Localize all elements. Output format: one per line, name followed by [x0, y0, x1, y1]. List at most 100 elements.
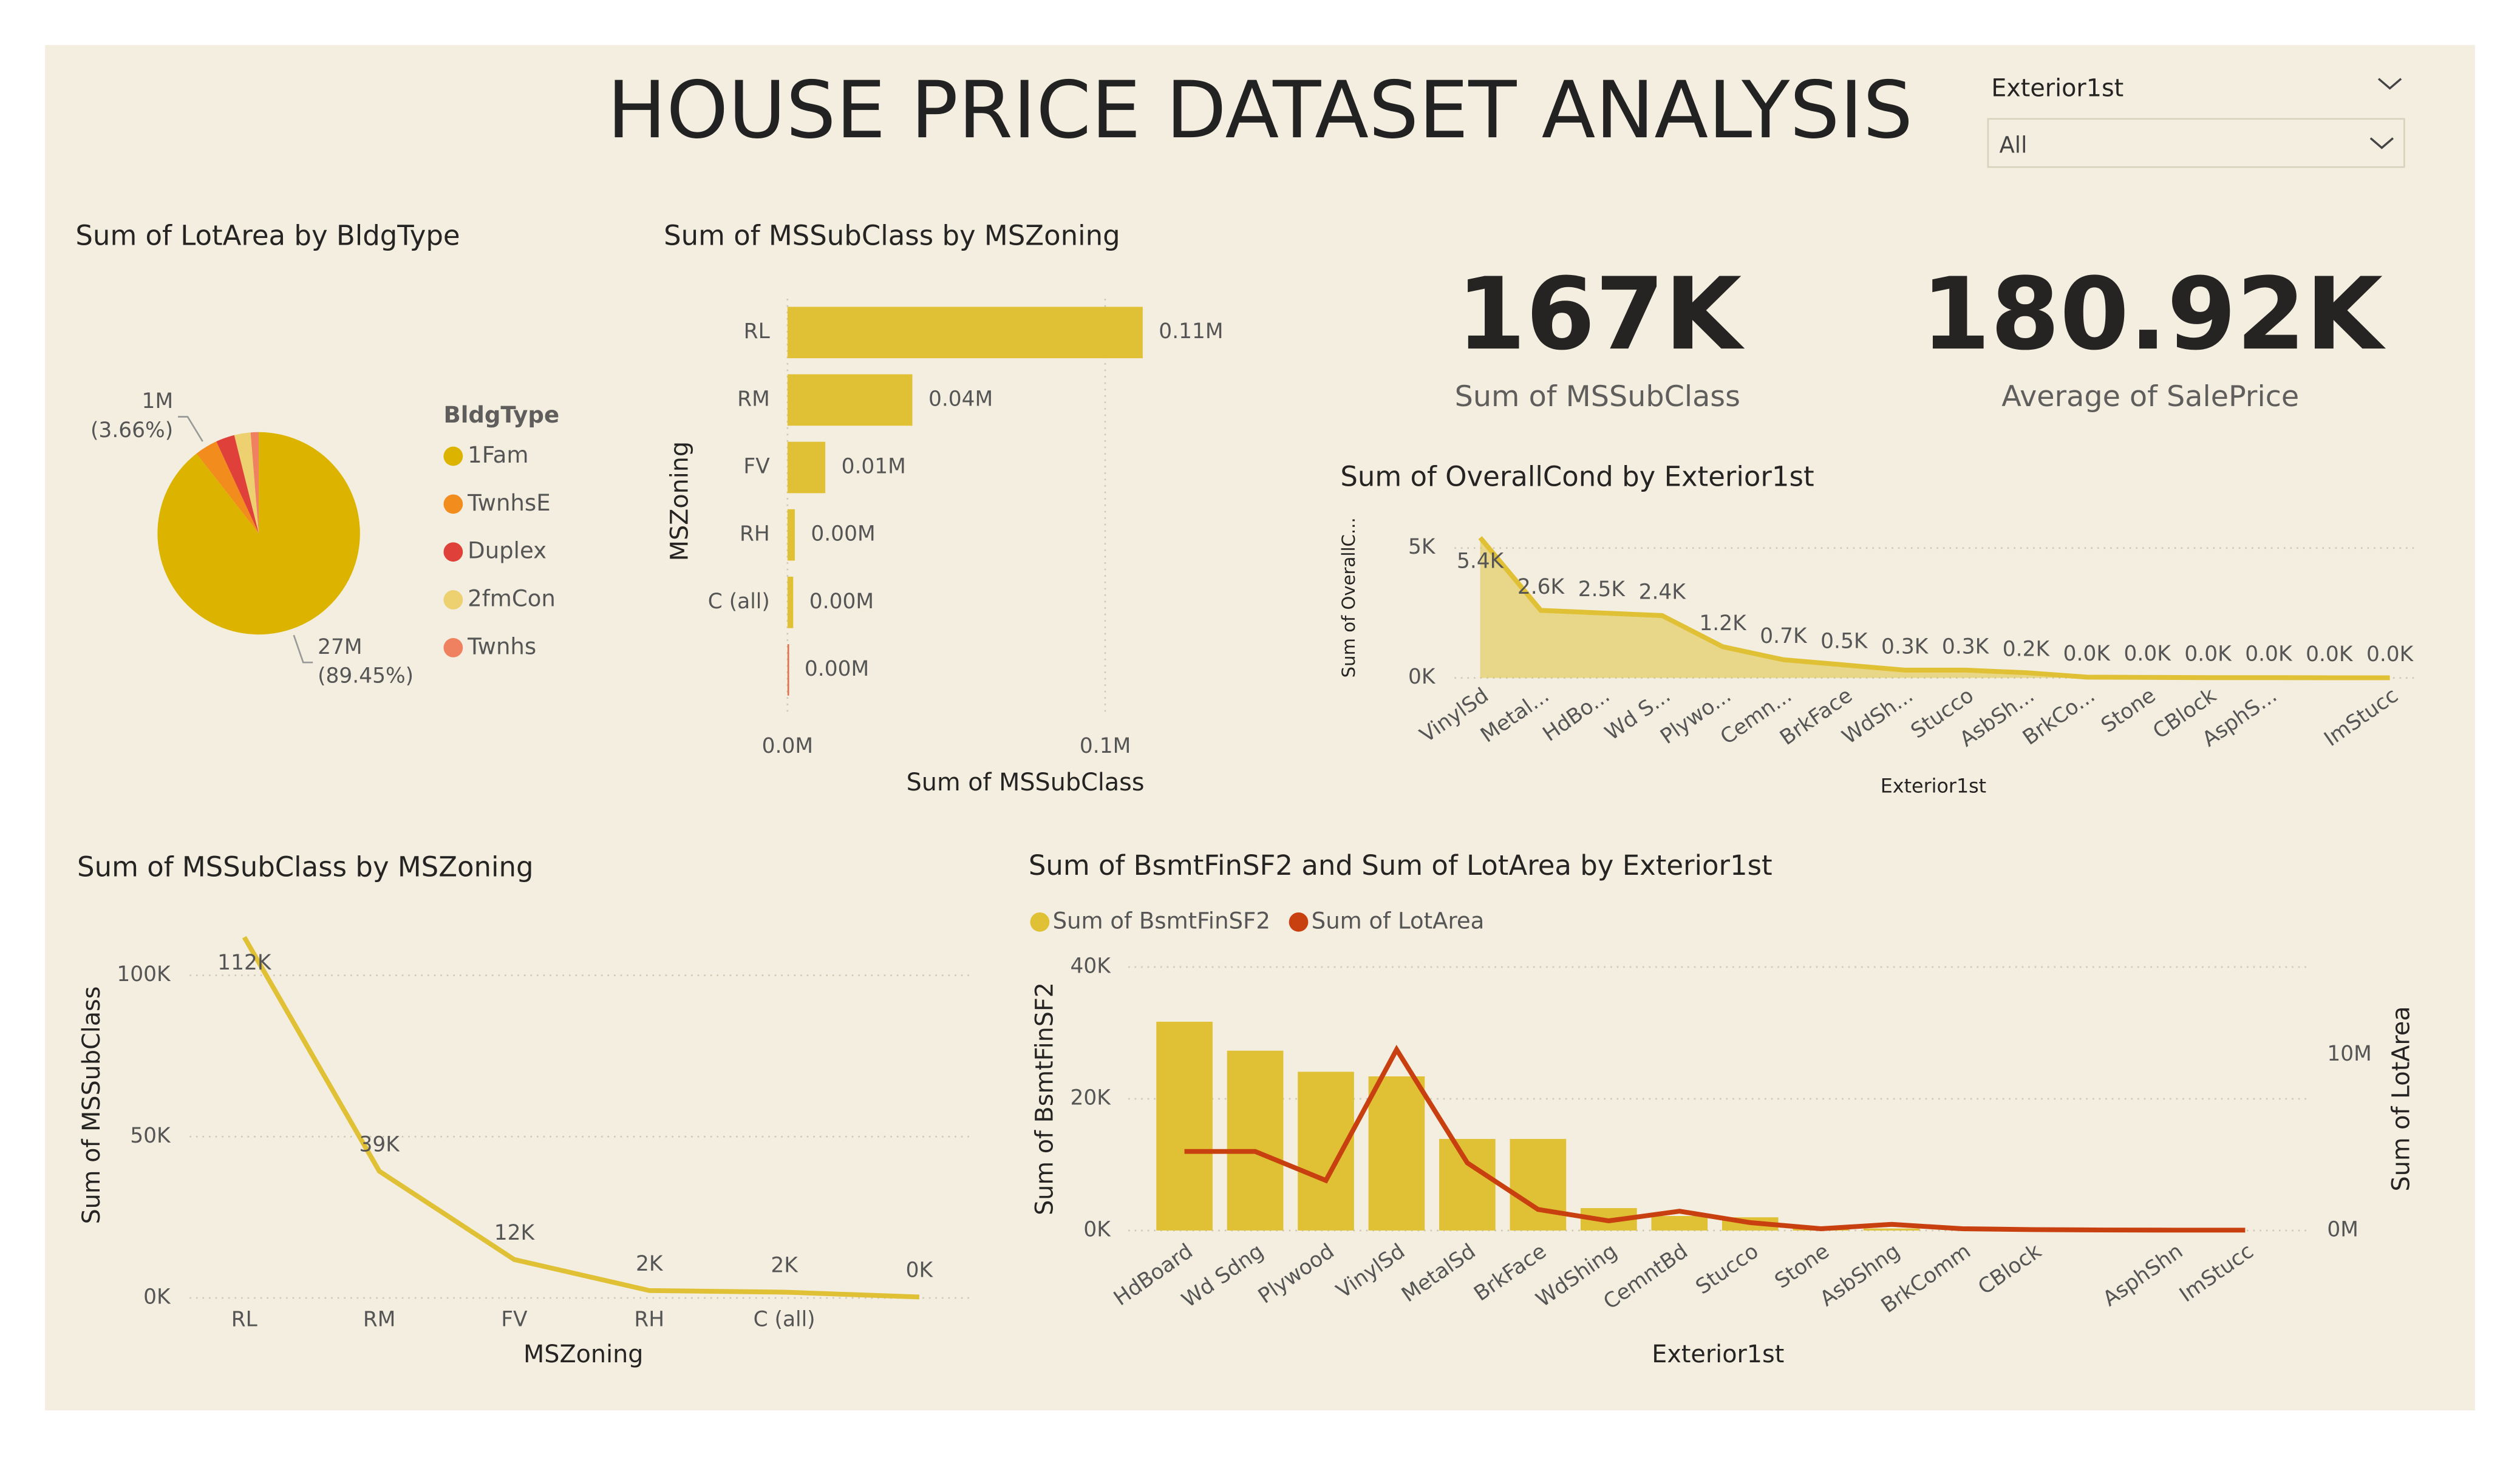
x-axis-label: MSZoning — [523, 1340, 643, 1368]
y-tick-label: 50K — [130, 1124, 171, 1148]
data-label: 112K — [217, 951, 272, 975]
card-label: Sum of MSSubClass — [1455, 380, 1740, 413]
legend-marker — [443, 590, 463, 610]
data-label: 0.0K — [2124, 642, 2172, 666]
y-tick-label: 5K — [1408, 535, 1436, 559]
legend-label: Duplex — [468, 538, 547, 564]
bar — [1368, 1076, 1425, 1231]
data-label: (3.66%) — [90, 418, 173, 443]
data-label: 0.0K — [2184, 642, 2232, 667]
x-tick-label: C (all) — [754, 1308, 816, 1332]
bar — [1510, 1139, 1567, 1231]
data-label: 1M — [142, 389, 174, 413]
y-tick-label: RM — [737, 387, 770, 411]
chart-title: Sum of OverallCond by Exterior1st — [1340, 461, 1814, 493]
y-tick-label: 20K — [1071, 1085, 1112, 1110]
leader-line — [178, 416, 203, 442]
bar — [787, 644, 789, 696]
x-tick-label: 0.1M — [1080, 734, 1131, 758]
legend-label: Sum of LotArea — [1312, 908, 1485, 934]
legend-marker — [443, 542, 463, 562]
card-value: 167K — [1457, 256, 1746, 372]
data-label: 2.6K — [1517, 575, 1565, 599]
chevron — [2377, 78, 2402, 90]
y-tick-label: 0K — [1408, 665, 1436, 689]
data-label: 5.4K — [1457, 549, 1505, 574]
data-label: 27M — [318, 635, 362, 659]
area — [1480, 537, 2390, 678]
data-label: 1.2K — [1699, 611, 1747, 636]
bar — [1298, 1072, 1354, 1231]
legend-label: 1Fam — [468, 442, 528, 468]
data-label: 0.0K — [2063, 642, 2111, 666]
slicer[interactable]: Exterior1st All — [1987, 75, 2405, 168]
pie-slice — [157, 432, 360, 635]
x-tick-label: RM — [363, 1308, 396, 1332]
legend-title: BldgType — [443, 402, 559, 428]
y-tick-label: RH — [740, 522, 770, 546]
x-tick-label: RH — [634, 1308, 664, 1332]
y-axis-label: MSZoning — [666, 441, 694, 561]
data-label: 0.04M — [928, 387, 993, 411]
y2-axis-label: Sum of LotArea — [2387, 1006, 2415, 1191]
data-label: 0.00M — [805, 657, 869, 681]
data-label: 2.5K — [1578, 577, 1626, 602]
chart-title: Sum of LotArea by BldgType — [75, 220, 460, 252]
pie-slice — [234, 432, 259, 534]
data-label: 0.3K — [1942, 634, 1990, 659]
bar — [1651, 1216, 1708, 1231]
data-label: 0.00M — [811, 522, 875, 546]
chart-title: Sum of MSSubClass by MSZoning — [77, 851, 534, 883]
x-axis-label: Exterior1st — [1881, 776, 1986, 798]
x-axis-label: Exterior1st — [1652, 1340, 1784, 1368]
x-tick-label: FV — [501, 1308, 528, 1332]
page-title: HOUSE PRICE DATASET ANALYSIS — [607, 64, 1913, 156]
chart-title: Sum of MSSubClass by MSZoning — [664, 220, 1120, 252]
x-tick-label: RL — [231, 1308, 257, 1332]
y-axis-label: Sum of BsmtFinSF2 — [1030, 982, 1058, 1215]
legend-label: Sum of BsmtFinSF2 — [1053, 908, 1270, 934]
data-label: 0.5K — [1820, 630, 1868, 654]
card-label: Average of SalePrice — [2001, 380, 2299, 413]
data-label: 0K — [906, 1258, 934, 1283]
data-label: 0.11M — [1159, 319, 1223, 344]
bar — [787, 374, 913, 426]
chevron — [2369, 137, 2394, 149]
card-value: 180.92K — [1921, 256, 2386, 372]
data-label: 12K — [494, 1221, 536, 1245]
x-tick-label: 0.0M — [762, 734, 813, 758]
line — [1184, 1045, 2246, 1233]
data-label: 2.4K — [1639, 580, 1687, 604]
y2-tick-label: 0M — [2327, 1217, 2358, 1241]
data-label: 0.3K — [1881, 634, 1929, 659]
y-tick-label: 0K — [1083, 1217, 1111, 1241]
data-label: 2K — [771, 1254, 799, 1278]
data-label: 0.7K — [1760, 624, 1808, 648]
legend-label: Twnhs — [467, 633, 536, 659]
y-tick-label: FV — [743, 455, 770, 479]
y-tick-label: 40K — [1071, 954, 1112, 978]
y-tick-label: 100K — [117, 962, 171, 987]
line — [242, 936, 920, 1300]
y-tick-label: 0K — [143, 1285, 171, 1309]
pie-slice — [196, 441, 259, 534]
legend-marker — [443, 494, 463, 514]
slicer-value: All — [1999, 132, 2027, 158]
y-tick-label: RL — [744, 319, 770, 344]
legend-label: 2fmCon — [468, 586, 556, 612]
data-label: 39K — [359, 1132, 400, 1156]
slicer-box[interactable] — [1987, 118, 2405, 168]
bar — [787, 576, 794, 628]
leader-line — [293, 634, 313, 664]
data-label: (89.45%) — [318, 664, 414, 688]
y-axis-label: Sum of OverallC... — [1338, 517, 1359, 678]
bar — [1439, 1139, 1496, 1231]
legend-marker — [443, 638, 463, 657]
legend-marker — [1289, 912, 1309, 932]
pie-slice — [250, 432, 259, 534]
data-label: 2K — [636, 1252, 664, 1276]
y-tick-label: C (all) — [708, 589, 770, 614]
bar — [1156, 1021, 1213, 1231]
data-label: 0.00M — [809, 589, 874, 614]
